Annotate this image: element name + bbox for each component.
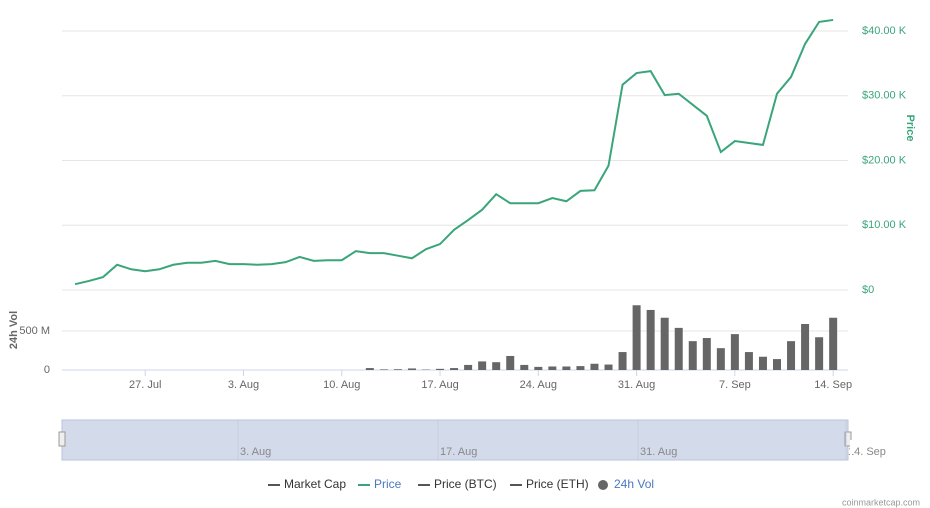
volume-bar (730, 334, 739, 370)
y-tick-label: $20.00 K (862, 154, 907, 166)
x-tick-label: 3. Aug (228, 379, 259, 391)
x-tick-label: 14. Sep (814, 379, 852, 391)
x-tick-label: 17. Aug (421, 379, 458, 391)
volume-bar (702, 338, 711, 370)
volume-bar (632, 305, 641, 370)
volume-bar (758, 356, 767, 370)
legend-item[interactable]: Price (374, 477, 402, 491)
x-tick-label: 10. Aug (323, 379, 360, 391)
volume-bar (773, 359, 781, 370)
volume-bar (562, 366, 571, 370)
volume-bar (716, 348, 725, 370)
volume-bar (407, 368, 416, 370)
y2-axis-title: 24h Vol (8, 311, 20, 349)
volume-bar (393, 369, 402, 370)
y-tick-label: $40.00 K (862, 25, 907, 37)
volume-bar (787, 341, 796, 370)
volume-bar (801, 323, 810, 370)
volume-bar (744, 352, 753, 370)
navigator-handle[interactable] (58, 431, 66, 447)
legend-symbol (598, 480, 608, 490)
y2-tick-label: 0 (44, 364, 50, 376)
x-tick-label: 7. Sep (719, 379, 751, 391)
y-tick-label: $30.00 K (862, 90, 907, 102)
volume-bar (464, 364, 473, 370)
volume-bar (520, 364, 529, 370)
volume-bar (379, 369, 388, 370)
price-line (74, 18, 834, 286)
navigator[interactable] (61, 419, 849, 461)
volume-bar (576, 366, 585, 370)
x-tick-label: 31. Aug (618, 379, 655, 391)
volume-bar (618, 352, 627, 370)
navigator-label: 3. Aug (240, 446, 271, 458)
volume-bar (365, 368, 374, 370)
x-tick-label: 24. Aug (520, 379, 557, 391)
volume-bar (436, 368, 445, 370)
y-tick-label: $0 (862, 284, 874, 296)
y-tick-label: $10.00 K (862, 219, 907, 231)
volume-bar (604, 364, 613, 370)
y-axis-title: Price (904, 115, 916, 142)
volume-bar (674, 327, 683, 370)
volume-bar (688, 341, 697, 370)
volume-bar (506, 355, 515, 370)
navigator-label: 31. Aug (640, 446, 677, 458)
volume-bar (450, 368, 459, 370)
volume-bar (478, 361, 487, 370)
legend-item[interactable]: Price (ETH) (526, 477, 589, 491)
volume-bar (829, 317, 838, 370)
volume-bar (660, 317, 669, 370)
navigator-handle[interactable] (844, 431, 852, 447)
volume-bar (534, 366, 543, 370)
volume-bar (815, 337, 824, 370)
y2-tick-label: 500 M (19, 325, 50, 337)
legend-item[interactable]: 24h Vol (614, 477, 654, 491)
x-tick-label: 27. Jul (129, 379, 161, 391)
navigator-label: 17. Aug (440, 446, 477, 458)
volume-bar (646, 309, 655, 370)
legend-item[interactable]: Market Cap (284, 477, 346, 491)
legend-item[interactable]: Price (BTC) (434, 477, 497, 491)
volume-bar (590, 363, 599, 370)
volume-bar (492, 362, 501, 370)
navigator-mask (850, 440, 852, 460)
volume-bar (548, 366, 557, 370)
credit: coinmarketcap.com (842, 497, 920, 507)
navigator-label: 14. Sep (848, 446, 886, 458)
